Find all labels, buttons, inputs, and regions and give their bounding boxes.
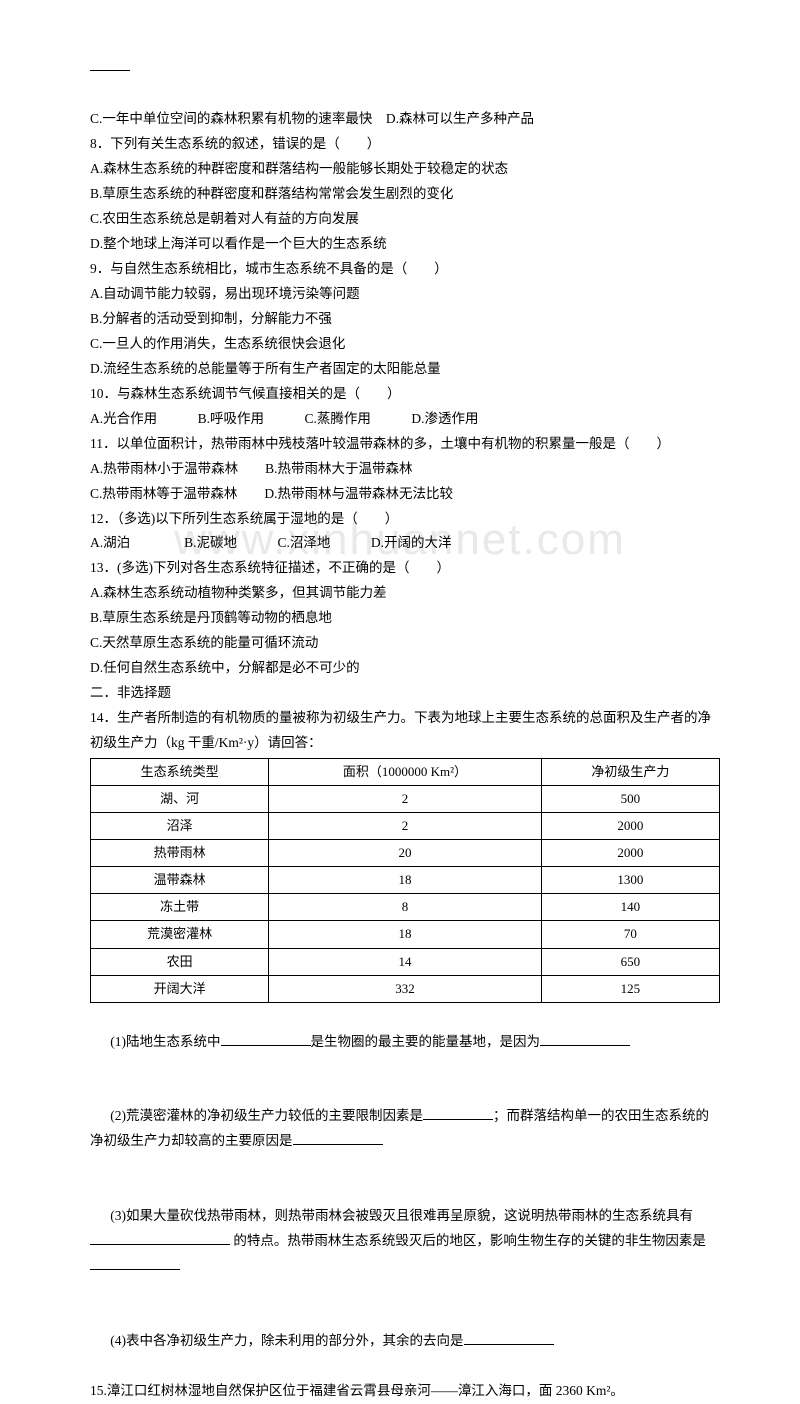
q8-option-a: A.森林生态系统的种群密度和群落结构一般能够长期处于较稳定的状态 <box>90 157 720 182</box>
blank <box>464 1344 554 1345</box>
table-row: 热带雨林202000 <box>91 840 720 867</box>
blank <box>221 1045 311 1046</box>
q11-option-cd: C.热带雨林等于温带森林 D.热带雨林与温带森林无法比较 <box>90 482 720 507</box>
blank <box>293 1144 383 1145</box>
q14-sub1: (1)陆地生态系统中 是生物圈的最主要的能量基地，是因为 <box>90 1005 720 1080</box>
col-type: 生态系统类型 <box>91 759 269 786</box>
table-cell: 开阔大洋 <box>91 975 269 1002</box>
ecosystem-table: 生态系统类型 面积（1000000 Km²） 净初级生产力 湖、河2500沼泽2… <box>90 758 720 1002</box>
q14-1-part-a: (1)陆地生态系统中 <box>110 1034 220 1049</box>
blank <box>90 1244 230 1245</box>
q8-option-b: B.草原生态系统的种群密度和群落结构常常会发生剧烈的变化 <box>90 182 720 207</box>
table-row: 冻土带8140 <box>91 894 720 921</box>
table-cell: 热带雨林 <box>91 840 269 867</box>
q9-option-c: C.一旦人的作用消失，生态系统很快会退化 <box>90 332 720 357</box>
section-2-heading: 二．非选择题 <box>90 681 720 706</box>
q14-sub3: (3)如果大量砍伐热带雨林，则热带雨林会被毁灭且很难再呈原貌，这说明热带雨林的生… <box>90 1179 720 1304</box>
table-cell: 70 <box>541 921 719 948</box>
q11-option-ab: A.热带雨林小于温带森林 B.热带雨林大于温带森林 <box>90 457 720 482</box>
blank <box>540 1045 630 1046</box>
table-cell: 2000 <box>541 813 719 840</box>
blank <box>423 1119 493 1120</box>
q15-stem: 15.漳江口红树林湿地自然保护区位于福建省云霄县母亲河——漳江入海口，面 236… <box>90 1379 720 1404</box>
table-cell: 650 <box>541 948 719 975</box>
table-cell: 湖、河 <box>91 786 269 813</box>
table-row: 农田14650 <box>91 948 720 975</box>
table-row: 荒漠密灌林1870 <box>91 921 720 948</box>
col-area: 面积（1000000 Km²） <box>269 759 542 786</box>
q12-options: A.湖泊 B.泥碳地 C.沼泽地 D.开阔的大洋 <box>90 531 720 556</box>
table-cell: 温带森林 <box>91 867 269 894</box>
table-cell: 18 <box>269 921 542 948</box>
table-cell: 125 <box>541 975 719 1002</box>
table-row: 温带森林181300 <box>91 867 720 894</box>
q11-stem: 11．以单位面积计，热带雨林中残枝落叶较温带森林的多，土壤中有机物的积累量一般是… <box>90 432 720 457</box>
q13-option-b: B.草原生态系统是丹顶鹤等动物的栖息地 <box>90 606 720 631</box>
table-row: 湖、河2500 <box>91 786 720 813</box>
q8-stem: 8．下列有关生态系统的叙述，错误的是（ ） <box>90 132 720 157</box>
table-cell: 18 <box>269 867 542 894</box>
table-cell: 农田 <box>91 948 269 975</box>
q14-3-part-b: 的特点。热带雨林生态系统毁灭后的地区，影响生物生存的关键的非生物因素是 <box>230 1233 706 1248</box>
header-rule <box>90 70 130 71</box>
table-cell: 荒漠密灌林 <box>91 921 269 948</box>
q13-stem: 13．(多选)下列对各生态系统特征描述，不正确的是（ ） <box>90 556 720 581</box>
table-cell: 500 <box>541 786 719 813</box>
table-cell: 沼泽 <box>91 813 269 840</box>
q9-stem: 9．与自然生态系统相比，城市生态系统不具备的是（ ） <box>90 257 720 282</box>
q7-option-cd: C.一年中单位空间的森林积累有机物的速率最快 D.森林可以生产多种产品 <box>90 107 720 132</box>
q12-stem: 12．（多选)以下所列生态系统属于湿地的是（ ） <box>90 507 720 532</box>
table-cell: 14 <box>269 948 542 975</box>
q10-options: A.光合作用 B.呼吸作用 C.蒸腾作用 D.渗透作用 <box>90 407 720 432</box>
table-cell: 140 <box>541 894 719 921</box>
q13-option-c: C.天然草原生态系统的能量可循环流动 <box>90 631 720 656</box>
q14-stem: 14．生产者所制造的有机物质的量被称为初级生产力。下表为地球上主要生态系统的总面… <box>90 706 720 756</box>
q9-option-a: A.自动调节能力较弱，易出现环境污染等问题 <box>90 282 720 307</box>
q14-4-part-a: (4)表中各净初级生产力，除未利用的部分外，其余的去向是 <box>110 1333 463 1348</box>
table-row: 开阔大洋332125 <box>91 975 720 1002</box>
table-cell: 2000 <box>541 840 719 867</box>
q10-stem: 10．与森林生态系统调节气候直接相关的是（ ） <box>90 382 720 407</box>
q14-sub2: (2)荒漠密灌林的净初级生产力较低的主要限制因素是；而群落结构单一的农田生态系统… <box>90 1080 720 1180</box>
q9-option-d: D.流经生态系统的总能量等于所有生产者固定的太阳能总量 <box>90 357 720 382</box>
table-cell: 8 <box>269 894 542 921</box>
table-cell: 332 <box>269 975 542 1002</box>
q14-3-part-a: (3)如果大量砍伐热带雨林，则热带雨林会被毁灭且很难再呈原貌，这说明热带雨林的生… <box>110 1208 693 1223</box>
q9-option-b: B.分解者的活动受到抑制，分解能力不强 <box>90 307 720 332</box>
q13-option-d: D.任何自然生态系统中，分解都是必不可少的 <box>90 656 720 681</box>
q8-option-d: D.整个地球上海洋可以看作是一个巨大的生态系统 <box>90 232 720 257</box>
q13-option-a: A.森林生态系统动植物种类繁多，但其调节能力差 <box>90 581 720 606</box>
table-cell: 20 <box>269 840 542 867</box>
col-npp: 净初级生产力 <box>541 759 719 786</box>
document-body: C.一年中单位空间的森林积累有机物的速率最快 D.森林可以生产多种产品 8．下列… <box>90 107 720 1404</box>
q14-2-part-a: (2)荒漠密灌林的净初级生产力较低的主要限制因素是 <box>110 1108 423 1123</box>
table-cell: 冻土带 <box>91 894 269 921</box>
q14-1-part-b: 是生物圈的最主要的能量基地，是因为 <box>311 1034 541 1049</box>
table-row: 沼泽22000 <box>91 813 720 840</box>
q14-sub4: (4)表中各净初级生产力，除未利用的部分外，其余的去向是 <box>90 1304 720 1379</box>
table-header-row: 生态系统类型 面积（1000000 Km²） 净初级生产力 <box>91 759 720 786</box>
table-cell: 2 <box>269 786 542 813</box>
q8-option-c: C.农田生态系统总是朝着对人有益的方向发展 <box>90 207 720 232</box>
table-cell: 2 <box>269 813 542 840</box>
table-cell: 1300 <box>541 867 719 894</box>
blank <box>90 1269 180 1270</box>
